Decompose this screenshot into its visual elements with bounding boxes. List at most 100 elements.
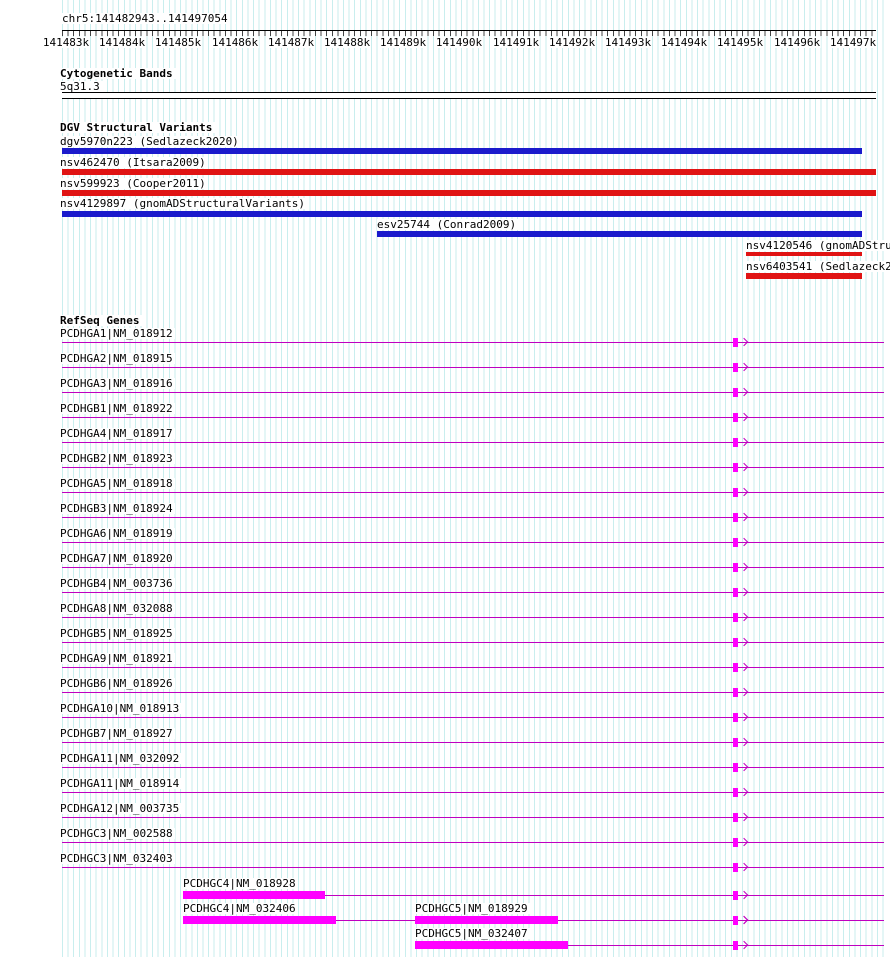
gene-label[interactable]: PCDHGA5|NM_018918	[60, 477, 175, 490]
gene-exon-box[interactable]	[733, 588, 738, 597]
variant-label[interactable]: nsv462470 (Itsara2009)	[60, 156, 208, 169]
gene-label[interactable]: PCDHGA4|NM_018917	[60, 427, 175, 440]
gene-label[interactable]: PCDHGA11|NM_032092	[60, 752, 182, 765]
gene-exon-box[interactable]	[733, 563, 738, 572]
gene-exon-box[interactable]	[733, 363, 738, 372]
gene-intron-line[interactable]	[62, 367, 884, 368]
gene-exon-box[interactable]	[733, 613, 738, 622]
gene-exon-bar[interactable]	[183, 891, 325, 899]
gene-exon-box[interactable]	[733, 388, 738, 397]
gene-label[interactable]: PCDHGC3|NM_032403	[60, 852, 175, 865]
gene-label[interactable]: PCDHGC4|NM_032406	[183, 902, 298, 915]
gene-exon-box[interactable]	[733, 941, 738, 950]
variant-label[interactable]: nsv4129897 (gnomADStructuralVariants)	[60, 197, 308, 210]
gene-label[interactable]: PCDHGA10|NM_018913	[60, 702, 182, 715]
gene-label[interactable]: PCDHGC3|NM_002588	[60, 827, 175, 840]
gene-exon-box[interactable]	[733, 538, 738, 547]
gene-exon-box[interactable]	[733, 488, 738, 497]
variant-label[interactable]: nsv6403541 (Sedlazeck202	[746, 261, 890, 272]
gene-label[interactable]: PCDHGA9|NM_018921	[60, 652, 175, 665]
variant-label[interactable]: nsv4120546 (gnomADStruct	[746, 240, 890, 251]
gene-exon-box[interactable]	[733, 663, 738, 672]
gene-intron-line[interactable]	[62, 767, 884, 768]
gene-label[interactable]: PCDHGA2|NM_018915	[60, 352, 175, 365]
gene-exon-bar[interactable]	[415, 941, 568, 949]
ruler-tick-label: 141497k	[828, 36, 878, 49]
gene-intron-line[interactable]	[62, 392, 884, 393]
gene-exon-bar[interactable]	[183, 916, 336, 924]
gene-exon-box[interactable]	[733, 788, 738, 797]
gene-label[interactable]: PCDHGB7|NM_018927	[60, 727, 175, 740]
variant-label[interactable]: dgv5970n223 (Sedlazeck2020)	[60, 135, 241, 148]
gene-exon-box[interactable]	[733, 738, 738, 747]
ruler-tick-label: 141483k	[41, 36, 91, 49]
gene-intron-line[interactable]	[62, 817, 884, 818]
gene-label[interactable]: PCDHGB3|NM_018924	[60, 502, 175, 515]
variant-bar[interactable]	[746, 252, 862, 256]
gene-exon-box[interactable]	[733, 413, 738, 422]
gene-intron-line[interactable]	[62, 692, 884, 693]
gene-label[interactable]: PCDHGA1|NM_018912	[60, 327, 175, 340]
gene-exon-box[interactable]	[733, 463, 738, 472]
gene-label[interactable]: PCDHGA3|NM_018916	[60, 377, 175, 390]
gene-intron-line[interactable]	[62, 792, 884, 793]
gene-exon-box[interactable]	[733, 513, 738, 522]
variant-label[interactable]: esv25744 (Conrad2009)	[377, 218, 519, 231]
gene-intron-line[interactable]	[62, 567, 884, 568]
gene-intron-line[interactable]	[62, 542, 884, 543]
gene-label[interactable]: PCDHGA8|NM_032088	[60, 602, 175, 615]
variant-bar[interactable]	[62, 190, 876, 196]
gene-label[interactable]: PCDHGB2|NM_018923	[60, 452, 175, 465]
gene-exon-box[interactable]	[733, 838, 738, 847]
variant-bar[interactable]	[746, 273, 862, 279]
gene-label[interactable]: PCDHGB5|NM_018925	[60, 627, 175, 640]
gene-exon-box[interactable]	[733, 638, 738, 647]
variant-bar[interactable]	[62, 211, 862, 217]
gene-label[interactable]: PCDHGA7|NM_018920	[60, 552, 175, 565]
gene-intron-line[interactable]	[62, 642, 884, 643]
variant-bar[interactable]	[62, 148, 862, 154]
gene-label[interactable]: PCDHGC5|NM_032407	[415, 927, 530, 940]
gene-intron-line[interactable]	[62, 717, 884, 718]
variant-label[interactable]: nsv599923 (Cooper2011)	[60, 177, 208, 190]
gene-label[interactable]: PCDHGA11|NM_018914	[60, 777, 182, 790]
gene-intron-line[interactable]	[62, 417, 884, 418]
gene-label[interactable]: PCDHGB6|NM_018926	[60, 677, 175, 690]
gene-exon-box[interactable]	[733, 891, 738, 900]
gene-intron-line[interactable]	[62, 467, 884, 468]
gene-exon-box[interactable]	[733, 763, 738, 772]
gene-intron-line[interactable]	[62, 342, 884, 343]
gene-intron-line[interactable]	[325, 895, 884, 896]
gene-intron-line[interactable]	[62, 517, 884, 518]
gene-intron-line[interactable]	[62, 667, 884, 668]
variant-bar[interactable]	[377, 231, 862, 237]
ruler-tick-label: 141496k	[772, 36, 822, 49]
variant-bar[interactable]	[62, 169, 876, 175]
gene-intron-line[interactable]	[62, 592, 884, 593]
gene-intron-line[interactable]	[62, 867, 884, 868]
gene-exon-bar[interactable]	[415, 916, 558, 924]
gene-exon-box[interactable]	[733, 863, 738, 872]
gene-intron-line[interactable]	[62, 617, 884, 618]
gene-label[interactable]: PCDHGB1|NM_018922	[60, 402, 175, 415]
ruler-tick-marks	[62, 31, 876, 36]
gene-exon-box[interactable]	[733, 438, 738, 447]
gene-intron-line[interactable]	[568, 945, 884, 946]
gene-label[interactable]: PCDHGA6|NM_018919	[60, 527, 175, 540]
gene-label[interactable]: PCDHGB4|NM_003736	[60, 577, 175, 590]
gene-intron-line[interactable]	[62, 442, 884, 443]
gene-exon-box[interactable]	[733, 713, 738, 722]
gene-intron-line[interactable]	[62, 842, 884, 843]
gene-exon-box[interactable]	[733, 813, 738, 822]
gene-intron-line[interactable]	[62, 742, 884, 743]
cytoband-bar[interactable]	[62, 92, 876, 99]
gene-intron-line[interactable]	[62, 492, 884, 493]
gene-label[interactable]: PCDHGC4|NM_018928	[183, 877, 298, 890]
gene-exon-box[interactable]	[733, 338, 738, 347]
gene-label[interactable]: PCDHGC5|NM_018929	[415, 902, 530, 915]
gene-label[interactable]: PCDHGA12|NM_003735	[60, 802, 182, 815]
gene-exon-box[interactable]	[733, 688, 738, 697]
gene-exon-box[interactable]	[733, 916, 738, 925]
gene-intron-line[interactable]	[558, 920, 884, 921]
ruler-tick-label: 141486k	[210, 36, 260, 49]
